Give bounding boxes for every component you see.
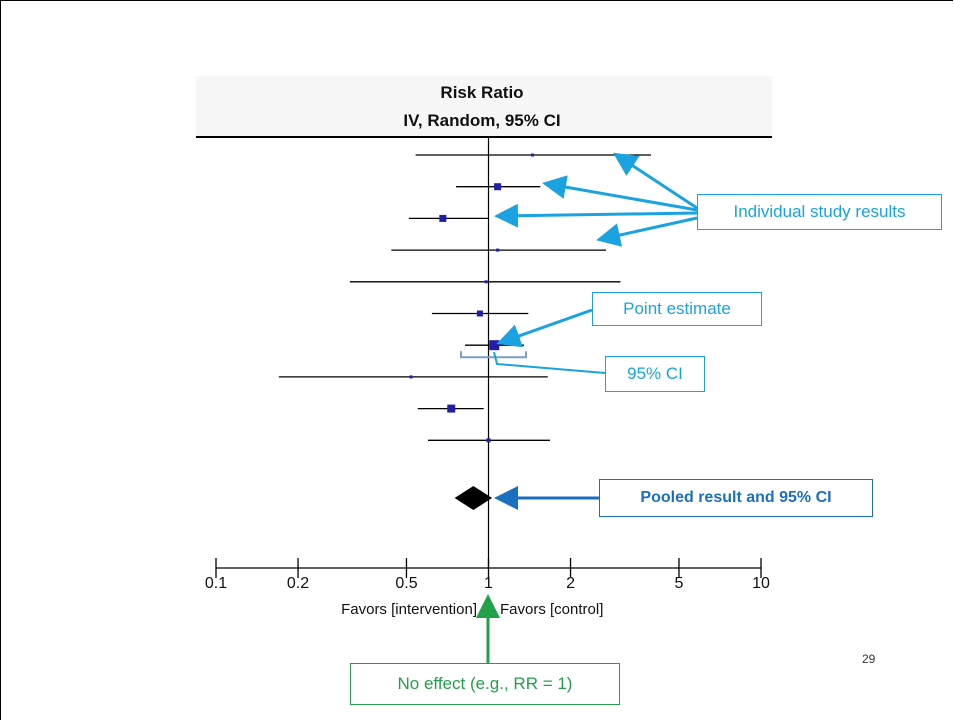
callout-arrow bbox=[612, 152, 698, 210]
callout-arrow bbox=[496, 308, 593, 348]
x-axis-tick-label: 1 bbox=[484, 575, 493, 592]
study-point-marker bbox=[530, 153, 534, 157]
favors-right-label: Favors [control] bbox=[500, 601, 603, 618]
callout-pooled-result: Pooled result and 95% CI bbox=[599, 479, 873, 517]
x-axis-tick-label: 2 bbox=[566, 575, 575, 592]
study-point-marker bbox=[409, 375, 413, 379]
study-point-marker bbox=[476, 310, 483, 317]
x-axis-tick-label: 0.1 bbox=[205, 575, 227, 592]
study-point-marker bbox=[494, 183, 502, 191]
chart-title: Risk Ratio bbox=[440, 83, 523, 102]
x-axis-tick-label: 0.5 bbox=[395, 575, 417, 592]
study-point-marker bbox=[489, 340, 500, 351]
callout-95-ci: 95% CI bbox=[605, 356, 705, 392]
ci-connector bbox=[493, 351, 606, 374]
study-point-marker bbox=[439, 214, 447, 222]
x-axis-tick-label: 10 bbox=[752, 575, 770, 592]
page-number: 29 bbox=[862, 652, 876, 666]
callout-individual-results: Individual study results bbox=[697, 194, 942, 230]
ci-bracket bbox=[460, 351, 528, 359]
study-point-marker bbox=[496, 248, 500, 252]
callout-arrow bbox=[494, 203, 698, 228]
study-point-marker bbox=[447, 404, 456, 413]
pooled-diamond bbox=[454, 486, 493, 510]
x-axis-tick-label: 5 bbox=[675, 575, 684, 592]
chart-subtitle: IV, Random, 95% CI bbox=[403, 111, 560, 130]
callout-point-estimate: Point estimate bbox=[592, 292, 762, 326]
callout-no-effect: No effect (e.g., RR = 1) bbox=[350, 663, 620, 705]
chart-header-background bbox=[196, 76, 772, 136]
callout-arrow bbox=[542, 175, 698, 212]
callout-arrow bbox=[596, 216, 698, 247]
favors-left-label: Favors [intervention] bbox=[341, 601, 477, 618]
study-point-marker bbox=[486, 438, 491, 443]
study-point-marker bbox=[484, 280, 488, 284]
x-axis-tick-label: 0.2 bbox=[287, 575, 309, 592]
